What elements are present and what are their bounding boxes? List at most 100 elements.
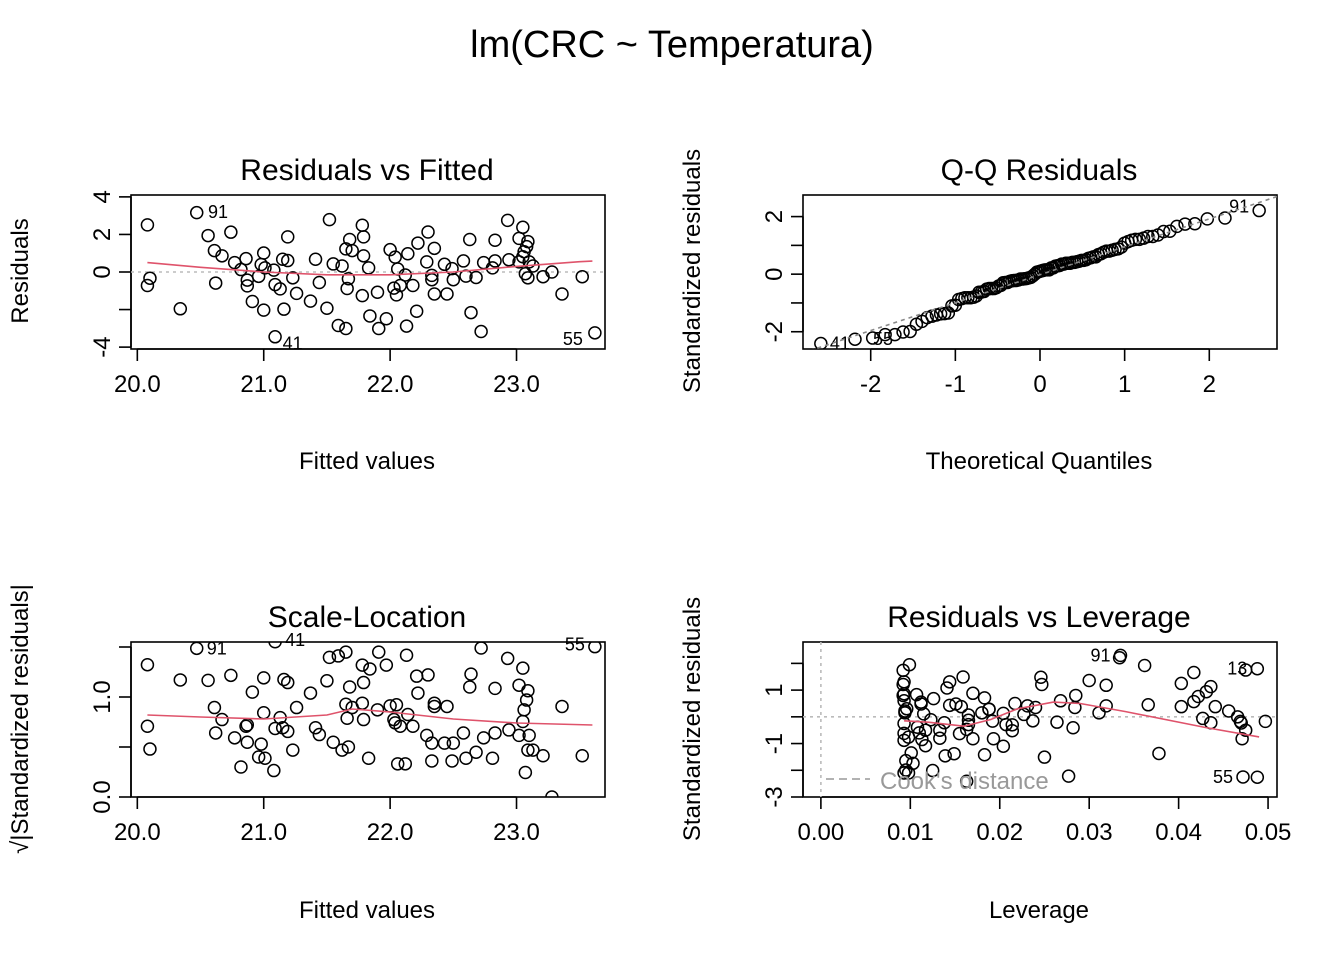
data-point bbox=[1099, 699, 1113, 713]
data-point bbox=[500, 213, 515, 228]
data-point bbox=[1218, 211, 1232, 225]
data-point bbox=[240, 735, 255, 749]
data-point bbox=[379, 658, 394, 672]
data-point bbox=[370, 703, 385, 717]
data-point bbox=[215, 249, 229, 263]
data-point bbox=[1053, 694, 1068, 708]
data-point bbox=[227, 731, 242, 745]
data-point bbox=[207, 700, 222, 715]
x-tick-label: -2 bbox=[860, 371, 881, 398]
data-point bbox=[954, 699, 969, 714]
data-point bbox=[947, 746, 961, 761]
data-point bbox=[575, 269, 589, 284]
data-point bbox=[899, 753, 913, 768]
data-point bbox=[1141, 698, 1155, 712]
y-tick-label: -3 bbox=[761, 786, 788, 807]
data-points bbox=[812, 195, 1277, 349]
data-point bbox=[536, 749, 550, 763]
data-point bbox=[476, 731, 491, 745]
data-point bbox=[335, 259, 349, 273]
data-point bbox=[456, 726, 471, 740]
data-point bbox=[966, 686, 980, 701]
data-point bbox=[986, 731, 1001, 746]
data-point bbox=[256, 671, 271, 685]
x-axis-label: Fitted values bbox=[299, 448, 435, 475]
data-point bbox=[409, 669, 424, 683]
data-point bbox=[390, 262, 405, 276]
data-point bbox=[387, 281, 401, 295]
data-point bbox=[267, 263, 281, 277]
data-point bbox=[322, 212, 337, 227]
data-point bbox=[912, 726, 927, 740]
data-point bbox=[189, 642, 204, 656]
axis-ticks: 20.0 21.0 22.0 23.0 0.0 1.0 91 41 55 bbox=[89, 630, 585, 846]
x-tick-label: 23.0 bbox=[493, 371, 540, 398]
x-tick-label: 20.0 bbox=[114, 371, 161, 398]
y-tick-label: 2 bbox=[89, 228, 116, 241]
data-point bbox=[1066, 721, 1080, 735]
data-point bbox=[897, 726, 911, 741]
data-point bbox=[516, 714, 530, 729]
data-point bbox=[485, 751, 500, 766]
data-point bbox=[500, 651, 515, 666]
data-point bbox=[896, 325, 910, 339]
data-point bbox=[289, 286, 304, 301]
data-point bbox=[437, 736, 452, 750]
data-point bbox=[1199, 684, 1214, 699]
data-point bbox=[469, 270, 483, 285]
y-axis-label: Residuals bbox=[7, 218, 34, 323]
data-point bbox=[588, 642, 602, 654]
data-point bbox=[488, 681, 502, 696]
data-point bbox=[975, 706, 989, 720]
data-point bbox=[268, 721, 282, 736]
data-point bbox=[959, 774, 974, 788]
data-point bbox=[234, 760, 248, 774]
data-point bbox=[446, 272, 461, 287]
data-point bbox=[1250, 770, 1265, 784]
data-point bbox=[1082, 673, 1096, 688]
data-point bbox=[1187, 694, 1201, 709]
data-point bbox=[280, 230, 295, 244]
data-point bbox=[926, 691, 941, 706]
data-point bbox=[421, 668, 435, 682]
x-tick-label: 20.0 bbox=[114, 819, 161, 846]
data-point bbox=[227, 255, 242, 270]
data-point bbox=[427, 696, 442, 710]
data-point bbox=[915, 732, 929, 747]
data-point bbox=[399, 648, 414, 662]
data-point bbox=[903, 324, 917, 339]
data-point bbox=[1050, 715, 1064, 729]
axis-ticks: 0.00 0.01 0.02 0.03 0.04 0.05 -3 -1 1 91 13 55 bbox=[761, 645, 1291, 846]
data-point bbox=[909, 687, 924, 702]
data-point bbox=[340, 281, 354, 296]
data-point bbox=[1250, 661, 1265, 676]
x-tick-label: 22.0 bbox=[367, 819, 414, 846]
data-point bbox=[463, 680, 477, 694]
data-point bbox=[521, 683, 535, 698]
data-point bbox=[201, 673, 215, 688]
data-point bbox=[474, 642, 488, 655]
data-point bbox=[208, 276, 223, 290]
data-point bbox=[940, 681, 954, 695]
data-point bbox=[933, 731, 947, 745]
data-point bbox=[545, 265, 559, 279]
point-label: 91 bbox=[208, 202, 228, 222]
data-point bbox=[339, 242, 353, 256]
data-point bbox=[371, 321, 386, 336]
data-point bbox=[277, 302, 291, 316]
data-point bbox=[267, 763, 281, 778]
data-point bbox=[545, 790, 559, 797]
y-tick-label: -2 bbox=[761, 321, 788, 342]
data-point bbox=[275, 252, 290, 266]
data-point bbox=[268, 330, 282, 344]
data-point bbox=[390, 757, 405, 771]
y-tick-label: 0.0 bbox=[89, 780, 116, 813]
data-point bbox=[966, 731, 980, 746]
data-point bbox=[1252, 203, 1266, 218]
data-point bbox=[245, 294, 260, 309]
data-point bbox=[464, 667, 478, 681]
data-point bbox=[897, 675, 911, 689]
data-point bbox=[522, 255, 536, 269]
data-point bbox=[519, 693, 534, 707]
data-point bbox=[898, 706, 912, 720]
